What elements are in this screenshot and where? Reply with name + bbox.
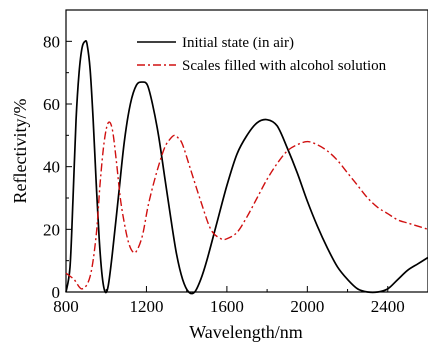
series-layer [65, 40, 428, 295]
legend: Initial state (in air) Scales filled wit… [137, 35, 387, 74]
axis-ticks [65, 40, 389, 293]
y-tick-label: 80 [43, 32, 60, 51]
y-tick-labels: 0 20 40 60 80 [43, 32, 60, 302]
y-tick-label: 60 [43, 95, 60, 114]
y-tick-label: 20 [43, 220, 60, 239]
y-tick-label: 0 [52, 283, 61, 302]
plot-frame [65, 9, 428, 293]
x-axis-title: Wavelength/nm [189, 322, 303, 342]
x-tick-label: 1200 [129, 297, 163, 316]
x-tick-labels: 800 1200 1600 2000 2400 [53, 297, 405, 316]
legend-label-initial: Initial state (in air) [182, 35, 294, 51]
legend-label-alcohol: Scales filled with alcohol solution [182, 58, 387, 74]
y-tick-label: 40 [43, 158, 60, 177]
series-line-alcohol-filled [65, 121, 428, 290]
series-line-initial-state [65, 40, 428, 295]
x-tick-label: 2400 [371, 297, 405, 316]
y-axis-title: Reflectivity/% [10, 99, 30, 204]
x-tick-label: 2000 [290, 297, 324, 316]
plot-border [65, 9, 428, 293]
x-tick-label: 800 [53, 297, 79, 316]
x-tick-label: 1600 [210, 297, 244, 316]
